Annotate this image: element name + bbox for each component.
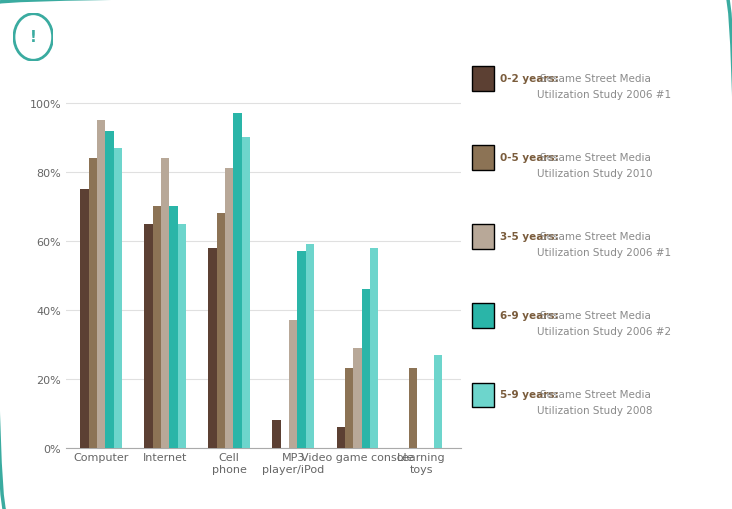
Bar bbox=[217, 214, 225, 448]
Text: 0-5 years:: 0-5 years: bbox=[500, 153, 559, 163]
Text: Chart 3: Percent of children who participate in activity in typical day: Chart 3: Percent of children who partici… bbox=[41, 35, 556, 47]
Text: 3-5 years:: 3-5 years: bbox=[500, 232, 559, 242]
Bar bbox=[354, 348, 362, 448]
Bar bbox=[97, 121, 105, 448]
Bar bbox=[144, 224, 153, 448]
Bar bbox=[370, 248, 378, 448]
Bar bbox=[113, 149, 122, 448]
Text: 0-2 years:: 0-2 years: bbox=[500, 74, 559, 84]
Bar bbox=[362, 290, 370, 448]
Text: Sesame Street Media: Sesame Street Media bbox=[540, 389, 651, 400]
Circle shape bbox=[14, 15, 53, 61]
Bar bbox=[169, 207, 178, 448]
Text: 5-9 years:: 5-9 years: bbox=[500, 389, 559, 400]
Bar bbox=[272, 420, 281, 448]
Bar bbox=[242, 138, 250, 448]
Text: Sesame Street Media: Sesame Street Media bbox=[540, 153, 651, 163]
Text: !: ! bbox=[30, 31, 37, 45]
Bar bbox=[209, 248, 217, 448]
Bar bbox=[89, 159, 97, 448]
Text: Utilization Study 2006 #1: Utilization Study 2006 #1 bbox=[537, 248, 671, 258]
Bar bbox=[306, 245, 314, 448]
Bar bbox=[161, 159, 169, 448]
Text: Utilization Study 2008: Utilization Study 2008 bbox=[537, 406, 652, 416]
Text: Utilization Study 2010: Utilization Study 2010 bbox=[537, 169, 652, 179]
Bar bbox=[409, 369, 417, 448]
Bar bbox=[345, 369, 354, 448]
Bar bbox=[225, 169, 234, 448]
Bar bbox=[81, 190, 89, 448]
Text: Sesame Street Media: Sesame Street Media bbox=[540, 74, 651, 84]
Text: 6-9 years:: 6-9 years: bbox=[500, 310, 559, 321]
Bar bbox=[105, 131, 113, 448]
Bar bbox=[434, 355, 442, 448]
Text: Utilization Study 2006 #2: Utilization Study 2006 #2 bbox=[537, 327, 671, 337]
Bar bbox=[153, 207, 161, 448]
Bar bbox=[337, 427, 345, 448]
Bar bbox=[234, 114, 242, 448]
Bar bbox=[178, 224, 186, 448]
Bar bbox=[289, 321, 297, 448]
Text: Sesame Street Media: Sesame Street Media bbox=[540, 232, 651, 242]
Bar bbox=[297, 252, 306, 448]
Text: Utilization Study 2006 #1: Utilization Study 2006 #1 bbox=[537, 90, 671, 100]
Text: Sesame Street Media: Sesame Street Media bbox=[540, 310, 651, 321]
